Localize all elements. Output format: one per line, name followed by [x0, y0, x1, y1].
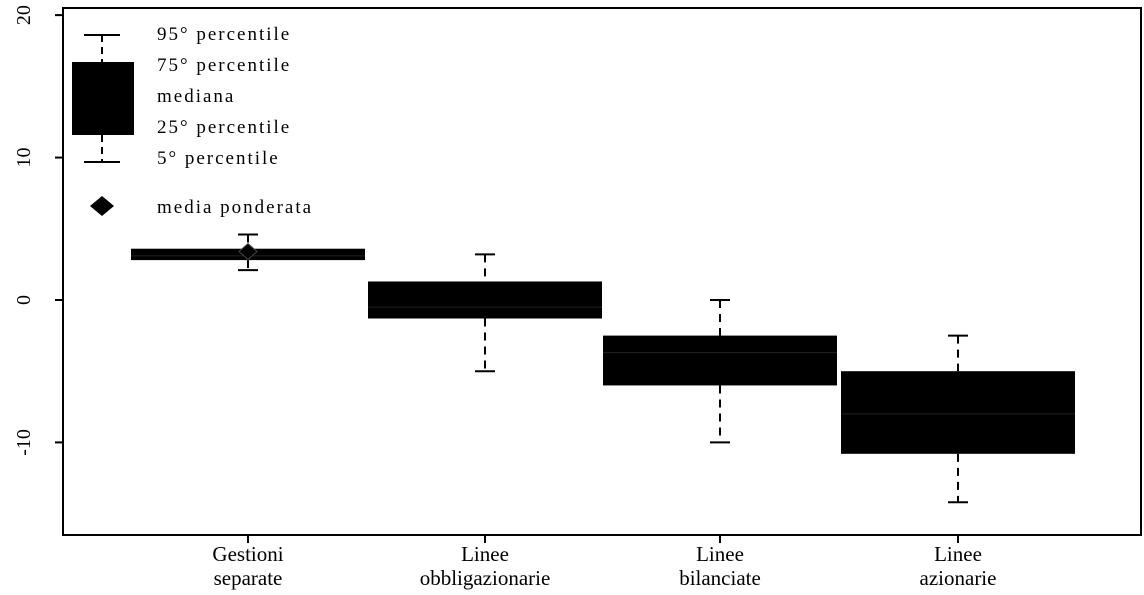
- y-tick-label: 0: [13, 295, 35, 305]
- legend: 95° percentile 75° percentile mediana 25…: [72, 24, 313, 218]
- y-tick-label: 20: [13, 5, 35, 25]
- x-category-label-line2: obbligazionarie: [420, 566, 551, 590]
- legend-label-median: mediana: [157, 86, 235, 107]
- legend-label-p5: 5° percentile: [157, 148, 280, 169]
- x-category-label-line1: Linee: [934, 542, 982, 566]
- weighted-mean-marker: [238, 242, 258, 261]
- box-2: [368, 253, 602, 373]
- legend-label-weighted-mean: media ponderata: [157, 197, 313, 218]
- x-category-label-line1: Linee: [696, 542, 744, 566]
- x-category-label-line1: Linee: [461, 542, 509, 566]
- x-axis: GestioniseparateLineeobbligazionarieLine…: [212, 535, 996, 590]
- box-series: [131, 233, 1075, 504]
- y-tick-label: -10: [13, 429, 35, 456]
- box-iqr: [603, 335, 837, 386]
- x-category-label-line2: azionarie: [920, 566, 997, 590]
- legend-label-p25: 25° percentile: [157, 117, 291, 138]
- x-category-label-line1: Gestioni: [212, 542, 283, 566]
- box-3: [603, 298, 837, 444]
- box-iqr: [368, 281, 602, 319]
- box-1: [131, 233, 365, 272]
- x-category-label-line2: separate: [214, 566, 283, 590]
- y-tick-label: 10: [13, 148, 35, 168]
- legend-label-p75: 75° percentile: [157, 55, 291, 76]
- y-axis: -10 0 10 20: [13, 5, 63, 456]
- legend-label-p95: 95° percentile: [157, 24, 291, 45]
- box-4: [841, 334, 1075, 504]
- plot-area-frame: [62, 7, 1142, 536]
- x-category-label-line2: bilanciate: [679, 566, 761, 590]
- legend-box: [72, 62, 134, 135]
- legend-diamond-icon: [90, 196, 114, 216]
- box-iqr: [841, 371, 1075, 454]
